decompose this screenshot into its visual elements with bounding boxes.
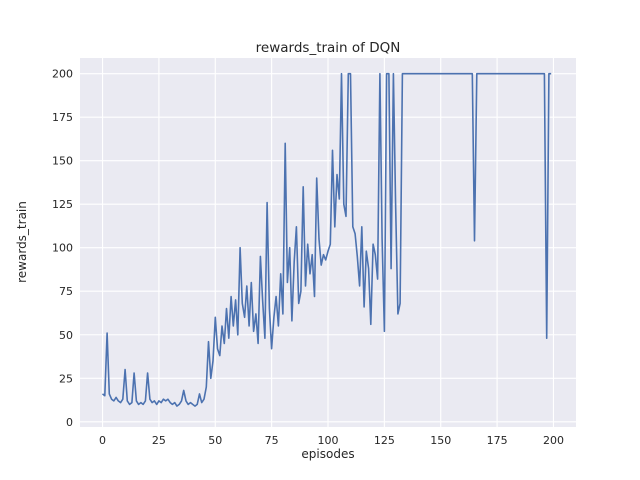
x-tick-label: 125 <box>374 434 395 447</box>
y-tick-label: 50 <box>59 329 73 342</box>
y-tick-label: 75 <box>59 285 73 298</box>
x-tick-label: 25 <box>152 434 166 447</box>
y-tick-label: 100 <box>52 242 73 255</box>
y-tick-label: 0 <box>66 416 73 429</box>
y-tick-label: 125 <box>52 198 73 211</box>
x-tick-label: 100 <box>318 434 339 447</box>
x-axis-label: episodes <box>301 447 354 461</box>
y-tick-label: 25 <box>59 372 73 385</box>
x-tick-label: 200 <box>543 434 564 447</box>
x-tick-label: 0 <box>99 434 106 447</box>
y-tick-labels: 0 25 50 75 100 125 150 175 200 <box>52 68 73 429</box>
x-tick-label: 150 <box>430 434 451 447</box>
x-tick-label: 175 <box>487 434 508 447</box>
gridlines <box>80 58 576 427</box>
y-tick-label: 175 <box>52 111 73 124</box>
y-tick-label: 200 <box>52 68 73 81</box>
x-tick-label: 75 <box>265 434 279 447</box>
y-tick-label: 150 <box>52 155 73 168</box>
line-series <box>102 72 552 407</box>
x-tick-label: 50 <box>208 434 222 447</box>
y-axis-label: rewards_train <box>15 201 29 283</box>
x-tick-labels: 0 25 50 75 100 125 150 175 200 <box>99 434 564 447</box>
chart-title: rewards_train of DQN <box>256 40 401 56</box>
